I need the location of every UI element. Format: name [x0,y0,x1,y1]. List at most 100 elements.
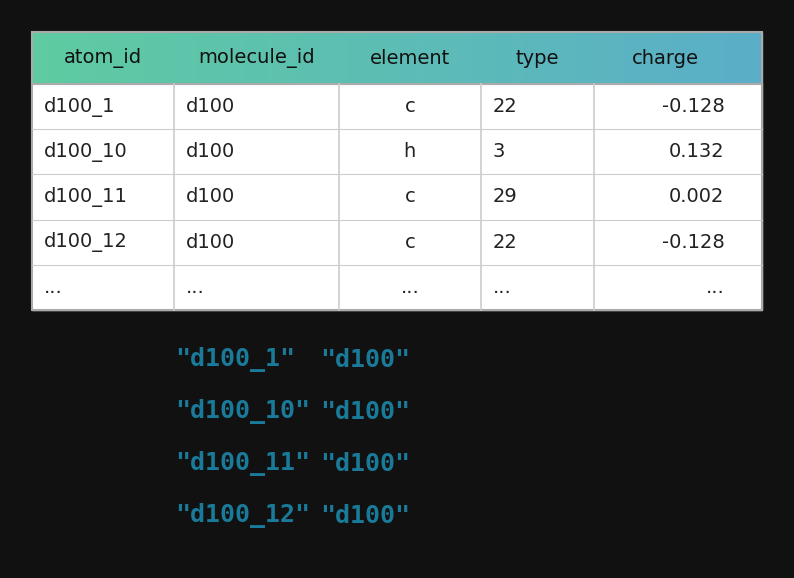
Bar [502,32,504,84]
Bar [88,32,91,84]
Bar [183,32,185,84]
Bar [465,32,468,84]
Bar [706,32,708,84]
Bar [338,32,341,84]
Bar [562,32,565,84]
Bar [553,32,555,84]
Bar [368,32,370,84]
Text: "d100_1": "d100_1" [175,347,295,372]
Bar [689,32,692,84]
Bar [395,32,397,84]
Bar [599,32,601,84]
Bar [616,32,619,84]
Bar [302,32,305,84]
Bar [665,32,667,84]
Bar [760,32,762,84]
Bar [453,32,456,84]
Bar [322,32,324,84]
Bar [144,32,146,84]
Bar [207,32,210,84]
Bar [557,32,560,84]
Bar [154,32,156,84]
Bar [584,32,587,84]
Bar [489,32,492,84]
Bar [214,32,217,84]
Bar [526,32,528,84]
Bar [458,32,461,84]
Bar [550,32,553,84]
Bar [171,32,173,84]
Bar [360,32,363,84]
Bar [205,32,207,84]
Bar [516,32,518,84]
Bar [198,32,200,84]
Bar [129,32,132,84]
Bar [173,32,175,84]
Bar [387,32,390,84]
Bar [662,32,665,84]
Text: d100_10: d100_10 [44,142,128,162]
Bar [555,32,557,84]
Text: d100_1: d100_1 [44,97,115,117]
Bar [187,32,191,84]
Bar [713,32,715,84]
Bar [305,32,307,84]
Bar [594,32,596,84]
Bar [75,32,79,84]
Text: ...: ... [44,278,63,297]
Bar [708,32,711,84]
Bar [263,32,266,84]
Bar [499,32,502,84]
Bar [125,32,127,84]
Bar [61,32,64,84]
Bar [107,32,110,84]
Bar [589,32,592,84]
Bar [426,32,429,84]
Text: charge: charge [632,49,699,68]
Bar [290,32,292,84]
Bar [49,32,52,84]
Bar [723,32,726,84]
Text: "d100_12": "d100_12" [175,503,310,528]
Bar [687,32,689,84]
Bar [47,32,49,84]
Bar [621,32,623,84]
Bar [653,32,655,84]
Text: -0.128: -0.128 [661,97,724,116]
Bar [648,32,650,84]
Bar [635,32,638,84]
Bar [514,32,516,84]
Bar [102,32,105,84]
Bar [607,32,609,84]
Bar [64,32,66,84]
Bar [477,32,480,84]
Bar [271,32,273,84]
Bar [287,32,290,84]
Bar [32,32,762,310]
Bar [417,32,419,84]
Bar [643,32,646,84]
Bar [699,32,701,84]
Bar [156,32,159,84]
Bar [59,32,61,84]
Text: "d100": "d100" [320,504,410,528]
Bar [538,32,541,84]
Bar [596,32,599,84]
Text: ...: ... [187,278,205,297]
Text: "d100": "d100" [320,452,410,476]
Bar [676,32,679,84]
Bar [482,32,484,84]
Bar [682,32,684,84]
Bar [100,32,102,84]
Bar [667,32,669,84]
Bar [614,32,616,84]
Bar [86,32,88,84]
Bar [592,32,594,84]
Text: 0.002: 0.002 [669,187,724,206]
Bar [603,32,607,84]
Bar [42,32,44,84]
Bar [239,32,241,84]
Bar [358,32,360,84]
Bar [480,32,482,84]
Bar [212,32,214,84]
